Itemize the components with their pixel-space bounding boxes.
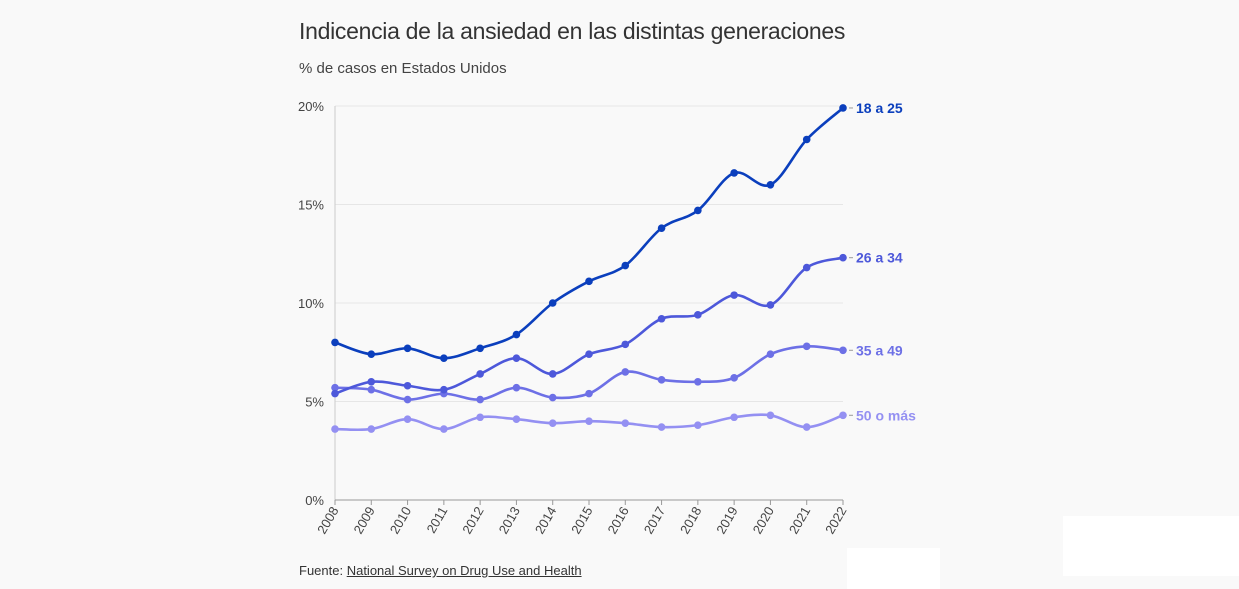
x-tick-label: 2015	[568, 504, 595, 537]
series-label: 35 a 49	[856, 342, 903, 358]
data-point	[476, 413, 484, 422]
y-tick-label: 15%	[298, 198, 324, 213]
data-point	[694, 206, 702, 215]
data-point	[730, 291, 738, 299]
data-point	[766, 350, 775, 359]
data-point	[585, 389, 593, 398]
y-tick-label: 20%	[298, 99, 324, 114]
series-line	[334, 106, 844, 360]
data-point	[839, 346, 847, 355]
data-point	[367, 425, 376, 433]
data-point	[839, 411, 847, 420]
chart-title: Indicencia de la ansiedad en las distint…	[299, 18, 846, 44]
data-point	[403, 381, 412, 390]
data-point	[657, 376, 666, 384]
x-tick-label: 2016	[604, 504, 631, 537]
source-link[interactable]: National Survey on Drug Use and Health	[346, 563, 582, 578]
data-point	[766, 411, 775, 420]
data-point	[621, 419, 630, 427]
series-label: 18 a 25	[856, 100, 903, 116]
x-tick-label: 2019	[713, 504, 740, 537]
data-point	[440, 385, 448, 394]
data-point	[839, 104, 847, 112]
data-point	[585, 417, 593, 426]
x-tick-label: 2013	[496, 504, 523, 537]
data-point	[657, 314, 666, 323]
data-point	[802, 342, 811, 351]
x-tick-label: 2008	[314, 504, 341, 537]
series-label: 50 o más	[856, 407, 916, 423]
data-point	[802, 263, 811, 272]
data-point	[621, 340, 630, 349]
data-point	[839, 253, 847, 262]
chart-subtitle: % de casos en Estados Unidos	[299, 60, 507, 77]
data-point	[802, 423, 811, 431]
data-point	[548, 370, 557, 378]
data-point	[476, 370, 484, 378]
x-tick-label: 2009	[350, 504, 377, 537]
data-point	[331, 383, 339, 392]
data-point	[367, 350, 376, 359]
data-point	[476, 344, 484, 353]
blank-panel	[1063, 516, 1239, 576]
x-tick-label: 2012	[459, 504, 486, 537]
y-tick-label: 5%	[305, 395, 324, 410]
data-point	[512, 383, 521, 392]
data-point	[730, 413, 738, 422]
data-point	[657, 224, 666, 232]
x-tick-label: 2018	[677, 504, 704, 537]
data-point	[440, 425, 448, 433]
data-point	[512, 354, 521, 362]
data-point	[694, 378, 702, 386]
x-tick-label: 2020	[750, 504, 777, 537]
data-point	[657, 423, 666, 431]
y-tick-label: 0%	[305, 493, 324, 508]
data-point	[476, 395, 484, 404]
data-point	[766, 181, 775, 189]
y-tick-label: 10%	[298, 296, 324, 311]
series-label: 26 a 34	[856, 250, 903, 266]
data-point	[730, 374, 738, 382]
data-point	[512, 330, 521, 339]
data-point	[548, 393, 557, 402]
x-tick-label: 2014	[532, 504, 559, 537]
data-point	[331, 425, 339, 433]
source-prefix: Fuente:	[299, 563, 347, 578]
data-point	[331, 389, 339, 398]
x-tick-label: 2017	[641, 504, 668, 537]
data-point	[585, 277, 593, 286]
data-point	[694, 311, 702, 319]
data-point	[403, 415, 412, 424]
data-point	[548, 299, 557, 307]
data-point	[730, 169, 738, 177]
data-point	[802, 135, 811, 144]
x-tick-label: 2021	[786, 504, 813, 537]
data-point	[512, 415, 521, 424]
blank-panel	[847, 548, 940, 589]
data-point	[440, 354, 448, 362]
data-point	[766, 301, 775, 309]
data-point	[694, 421, 702, 429]
data-point	[403, 344, 412, 353]
data-point	[548, 419, 557, 427]
data-point	[403, 395, 412, 404]
source-note: Fuente: National Survey on Drug Use and …	[299, 563, 582, 578]
data-point	[367, 378, 376, 386]
x-tick-label: 2022	[822, 504, 849, 537]
x-tick-label: 2010	[387, 504, 414, 537]
data-point	[585, 350, 593, 359]
data-point	[367, 385, 376, 394]
data-point	[331, 338, 339, 347]
data-point	[621, 368, 630, 376]
data-point	[621, 261, 630, 270]
x-tick-label: 2011	[423, 504, 450, 536]
